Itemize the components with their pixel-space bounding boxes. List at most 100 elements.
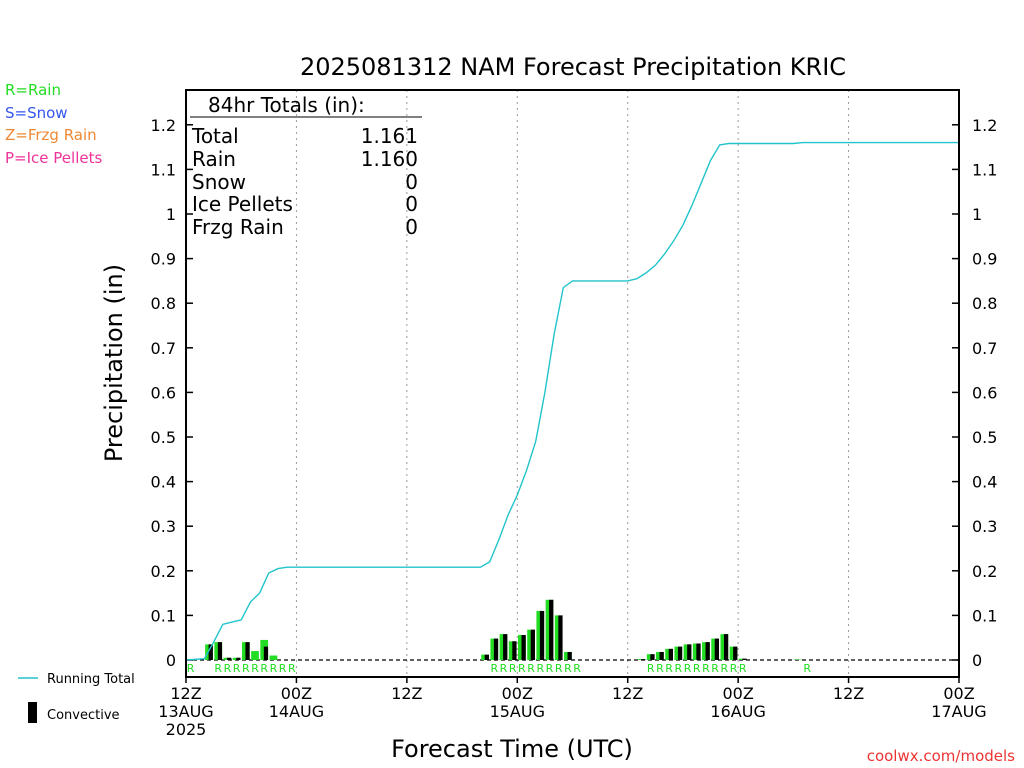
precip-type-marker: R	[288, 662, 296, 675]
precip-type-legend: R=Rain S=Snow Z=Frzg Rain P=Ice Pellets	[5, 81, 102, 167]
precip-type-marker: R	[279, 662, 287, 675]
x-tick-label: 14AUG	[269, 702, 324, 721]
precip-type-marker: R	[674, 662, 682, 675]
y-tick-label-left: 1.2	[151, 116, 176, 135]
precip-type-marker: R	[260, 662, 268, 675]
series-legend: Running Total Convective	[18, 672, 135, 723]
totals-label-ice-pellets: Ice Pellets	[192, 192, 293, 216]
precip-type-marker: R	[693, 662, 701, 675]
plot-frame	[185, 89, 960, 678]
y-tick-label-left: 0.5	[151, 428, 176, 447]
y-tick-label-left: 0.6	[151, 383, 176, 402]
x-tick-label: 00Z	[722, 684, 753, 703]
running-total-legend-label: Running Total	[47, 672, 135, 687]
y-tick-label-left: 1	[166, 205, 176, 224]
convective-bar	[687, 644, 692, 660]
x-tick-label: 13AUG	[158, 702, 213, 721]
y-tick-label-left: 0	[166, 651, 176, 670]
convective-bar	[217, 642, 223, 660]
y-tick-label-right: 1	[972, 205, 982, 224]
precip-type-marker: R	[555, 662, 563, 675]
x-tick-label: 12Z	[833, 684, 864, 703]
convective-bar	[668, 648, 673, 660]
precip-type-marker: R	[518, 662, 526, 675]
y-axis-label: Precipitation (in)	[100, 264, 128, 462]
convective-bar	[549, 599, 554, 660]
convective-bar	[503, 634, 508, 660]
rain-bar	[251, 651, 259, 660]
running-total-polyline	[185, 141, 959, 661]
precip-type-marker: R	[233, 662, 241, 675]
precip-type-marker: R	[214, 662, 222, 675]
chart-title: 2025081312 NAM Forecast Precipitation KR…	[300, 53, 846, 81]
convective-bar	[558, 615, 563, 660]
convective-bar	[512, 641, 517, 660]
y-tick-label-left: 0.8	[151, 294, 176, 313]
precip-type-marker: R	[187, 662, 195, 675]
y-axis-ticks: 0 00.1 0.10.2 0.20.3 0.30.4 0.40.5 0.50.6 0.60.…	[151, 116, 998, 670]
x-tick-label: 2025	[166, 720, 207, 739]
legend-ice-pellets: P=Ice Pellets	[5, 149, 102, 167]
precip-type-marker: R	[546, 662, 554, 675]
precip-bars	[205, 599, 802, 660]
convective-bar	[227, 657, 232, 660]
totals-value-frzg-rain: 0	[405, 215, 418, 239]
y-tick-label-right: 0.2	[972, 562, 997, 581]
legend-rain: R=Rain	[5, 81, 61, 99]
y-tick-label-right: 0.5	[972, 428, 997, 447]
y-tick-label-right: 0.3	[972, 517, 997, 536]
convective-bar	[723, 634, 729, 660]
convective-bar	[677, 646, 683, 660]
convective-bar	[539, 610, 545, 660]
precip-type-marker: R	[490, 662, 498, 675]
precip-type-marker: R	[536, 662, 544, 675]
legend-snow: S=Snow	[5, 104, 68, 122]
precip-type-marker: R	[702, 662, 710, 675]
totals-box: 84hr Totals (in): Total 1.161 Rain 1.160…	[190, 93, 422, 239]
x-tick-label: 00Z	[281, 684, 312, 703]
convective-bar	[641, 659, 646, 660]
x-tick-label: 12Z	[612, 684, 643, 703]
precip-type-marker: R	[803, 662, 811, 675]
precip-type-marker: R	[573, 662, 581, 675]
x-tick-label: 12Z	[391, 684, 422, 703]
convective-bar	[742, 658, 747, 660]
precip-type-marker: R	[730, 662, 738, 675]
y-tick-label-right: 0.1	[972, 606, 997, 625]
y-tick-label-left: 0.7	[151, 339, 176, 358]
precip-type-marker: R	[711, 662, 719, 675]
credit-text: coolwx.com/models	[867, 747, 1015, 765]
totals-label-total: Total	[191, 124, 239, 148]
precip-type-marker: R	[656, 662, 664, 675]
y-tick-label-right: 0.4	[972, 473, 997, 492]
totals-value-rain: 1.160	[361, 147, 418, 171]
convective-bar	[236, 657, 241, 660]
x-tick-label: 16AUG	[710, 702, 765, 721]
convective-bar	[659, 651, 664, 660]
precip-type-marker: R	[564, 662, 572, 675]
y-tick-label-left: 0.4	[151, 473, 176, 492]
precip-type-marker: R	[224, 662, 232, 675]
convective-bar	[521, 635, 526, 660]
convective-legend-label: Convective	[47, 708, 120, 723]
x-tick-label: 17AUG	[931, 702, 986, 721]
x-axis-label: Forecast Time (UTC)	[391, 735, 633, 763]
convective-bar	[696, 643, 701, 660]
x-tick-label: 12Z	[170, 684, 201, 703]
convective-bar	[714, 638, 720, 660]
convective-bar	[705, 642, 710, 660]
y-tick-label-right: 1.2	[972, 116, 997, 135]
totals-label-snow: Snow	[192, 170, 246, 194]
precip-type-marker: R	[270, 662, 278, 675]
precip-type-marker: R	[721, 662, 729, 675]
y-tick-label-left: 0.1	[151, 606, 176, 625]
y-tick-label-right: 0.7	[972, 339, 997, 358]
convective-legend-swatch	[28, 702, 37, 723]
precip-type-marker: R	[739, 662, 747, 675]
precip-type-marker: R	[251, 662, 259, 675]
y-tick-label-left: 0.2	[151, 562, 176, 581]
convective-bar	[208, 644, 213, 660]
y-tick-label-right: 1.1	[972, 160, 997, 179]
